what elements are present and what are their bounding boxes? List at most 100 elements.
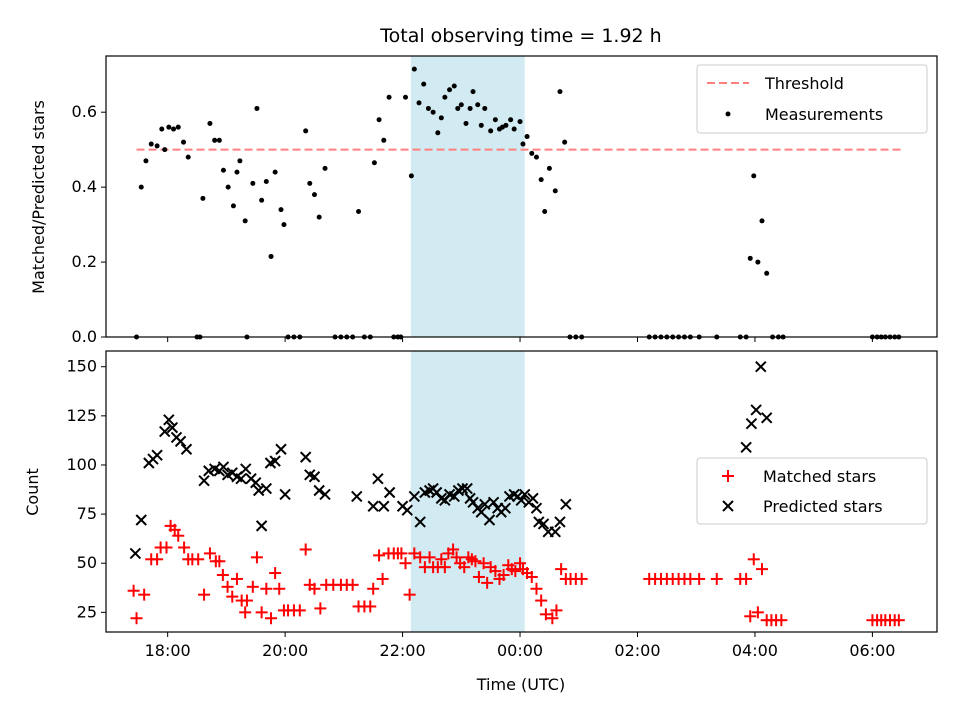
matched-star-point: [747, 553, 760, 566]
bottom-y-tick-label: 125: [66, 406, 97, 425]
measurement-point: [185, 154, 191, 160]
top-y-tick-label: 0.2: [72, 252, 97, 271]
predicted-star-point: [269, 455, 281, 467]
measurement-point: [376, 117, 382, 123]
measurement-point: [268, 253, 274, 259]
x-tick-label: 06:00: [849, 641, 895, 660]
predicted-star-point: [240, 463, 252, 475]
measurement-point: [759, 218, 765, 224]
matched-star-point: [740, 572, 753, 585]
matched-star-point: [399, 557, 412, 570]
legend-predicted-label: Predicted stars: [763, 497, 883, 516]
matched-star-point: [273, 582, 286, 595]
measurement-point: [281, 222, 287, 228]
measurement-point: [250, 180, 256, 186]
matched-star-point: [525, 570, 538, 583]
predicted-star-point: [255, 520, 268, 532]
matched-star-point: [550, 604, 563, 617]
legend-matched-label: Matched stars: [763, 467, 876, 486]
top-y-tick-label: 0.4: [72, 177, 97, 196]
matched-star-point: [755, 563, 768, 576]
measurement-point: [755, 259, 761, 265]
x-tick-label: 00:00: [497, 641, 543, 660]
predicted-star-point: [414, 516, 426, 528]
predicted-star-point: [537, 518, 550, 530]
measurement-point: [451, 83, 457, 89]
matched-star-point: [203, 547, 216, 560]
matched-star-point: [308, 582, 321, 595]
measurement-point: [503, 122, 509, 128]
measurement-point: [259, 197, 265, 203]
legend-measurements-label: Measurements: [765, 105, 883, 124]
matched-star-point: [293, 604, 306, 617]
matched-star-point: [213, 555, 226, 568]
bottom-plot-frame: [105, 350, 938, 633]
matched-star-point: [299, 543, 312, 556]
measurement-point: [307, 180, 313, 186]
x-axis-label: Time (UTC): [476, 675, 565, 694]
predicted-star-point: [750, 404, 762, 416]
top-y-tick-label: 0.6: [72, 102, 97, 121]
matched-star-point: [314, 602, 327, 615]
measurement-point: [511, 126, 517, 132]
measurement-point: [542, 208, 548, 214]
measurement-point: [311, 192, 317, 198]
matched-star-point: [469, 555, 482, 568]
matched-star-point: [710, 572, 723, 585]
matched-star-point: [240, 594, 253, 607]
matched-star-point: [160, 541, 173, 554]
matched-star-point: [221, 580, 234, 593]
measurement-point: [520, 141, 526, 147]
matched-star-point: [269, 567, 282, 580]
matched-star-point: [423, 551, 436, 564]
measurement-point: [430, 109, 436, 115]
measurement-point: [411, 66, 417, 72]
measurement-point: [225, 184, 231, 190]
measurement-point: [220, 167, 226, 173]
matched-star-point: [744, 610, 757, 623]
matched-star-point: [555, 563, 568, 576]
bottom-legend-box: [696, 457, 928, 525]
measurement-point: [475, 102, 481, 108]
predicted-star-point: [163, 414, 175, 426]
measurement-point: [425, 105, 431, 111]
matched-star-point: [376, 572, 389, 585]
measurement-point: [455, 105, 461, 111]
matched-star-point: [172, 529, 185, 542]
predicted-star-point: [174, 435, 187, 448]
legend-threshold-label: Threshold: [764, 74, 844, 93]
x-tick-label: 02:00: [614, 641, 660, 660]
matched-star-point: [497, 569, 510, 582]
matched-star-point: [509, 565, 522, 578]
measurement-point: [175, 124, 181, 130]
legend-measurements-swatch: [725, 111, 731, 117]
measurement-point: [143, 158, 149, 164]
matched-star-point: [151, 553, 164, 566]
predicted-star-point: [135, 514, 147, 526]
matched-star-point: [435, 553, 448, 566]
predicted-star-point: [367, 500, 379, 512]
matched-star-point: [239, 606, 252, 619]
matched-star-point: [260, 582, 273, 595]
matched-star-point: [246, 580, 259, 593]
matched-star-point: [892, 614, 905, 627]
measurement-point: [538, 177, 544, 183]
measurement-point: [263, 179, 269, 185]
top-ylabel: Matched/Predicted stars: [29, 100, 48, 294]
predicted-star-point: [299, 451, 312, 463]
matched-star-point: [535, 594, 548, 607]
measurement-point: [524, 134, 530, 140]
matched-star-point: [546, 612, 559, 625]
predicted-star-point: [499, 502, 512, 514]
matched-star-point: [226, 590, 239, 603]
matched-star-point: [751, 606, 764, 619]
measurement-point: [181, 139, 187, 145]
matched-star-point: [775, 614, 788, 627]
predicted-star-point: [479, 498, 491, 510]
predicted-star-point: [151, 449, 163, 461]
matched-star-point: [395, 547, 408, 560]
top-shaded-interval: [410, 56, 525, 337]
matched-star-point: [539, 608, 552, 621]
matched-star-point: [477, 557, 490, 570]
matched-star-point: [255, 606, 268, 619]
